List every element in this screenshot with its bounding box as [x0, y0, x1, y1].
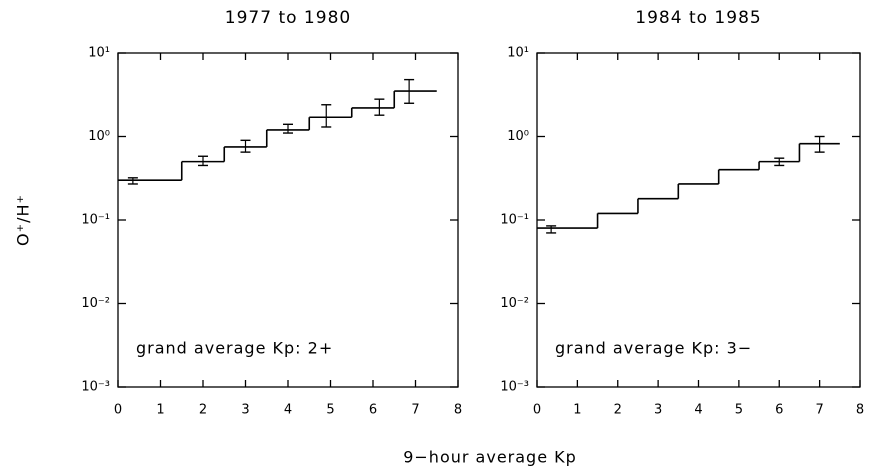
- x-tick-label: 7: [815, 403, 823, 418]
- y-tick-label: 10¹: [507, 46, 529, 61]
- y-tick-label: 10⁰: [88, 129, 110, 144]
- y-tick-label: 10¹: [88, 46, 110, 61]
- annotation: grand average Kp: 2+: [136, 339, 333, 358]
- y-tick-label: 10⁻¹: [500, 213, 529, 228]
- x-tick-label: 5: [326, 403, 334, 418]
- y-tick-label: 10⁻³: [500, 380, 529, 395]
- x-tick-label: 8: [856, 403, 864, 418]
- x-tick-label: 2: [199, 403, 207, 418]
- x-axis-label: 9−hour average Kp: [403, 448, 577, 467]
- y-tick-label: 10⁻²: [81, 296, 110, 311]
- y-tick-label: 10⁻²: [500, 296, 529, 311]
- y-tick-label: 10⁻¹: [81, 213, 110, 228]
- x-tick-label: 3: [654, 403, 662, 418]
- x-tick-label: 7: [411, 403, 419, 418]
- x-tick-label: 0: [533, 403, 541, 418]
- x-tick-label: 2: [614, 403, 622, 418]
- y-axis-label: O⁺/H⁺: [14, 194, 33, 246]
- x-tick-label: 0: [114, 403, 122, 418]
- y-tick-label: 10⁻³: [81, 380, 110, 395]
- x-tick-label: 8: [454, 403, 462, 418]
- x-tick-label: 1: [156, 403, 164, 418]
- x-tick-label: 5: [735, 403, 743, 418]
- plot-frame: [536, 52, 861, 388]
- panel-title: 1984 to 1985: [635, 8, 761, 28]
- panel-title: 1977 to 1980: [225, 8, 351, 28]
- x-tick-label: 4: [694, 403, 702, 418]
- x-tick-label: 4: [284, 403, 292, 418]
- x-tick-label: 6: [775, 403, 783, 418]
- annotation: grand average Kp: 3−: [555, 339, 752, 358]
- x-tick-label: 6: [369, 403, 377, 418]
- x-tick-label: 3: [241, 403, 249, 418]
- x-tick-label: 1: [573, 403, 581, 418]
- y-tick-label: 10⁰: [507, 129, 529, 144]
